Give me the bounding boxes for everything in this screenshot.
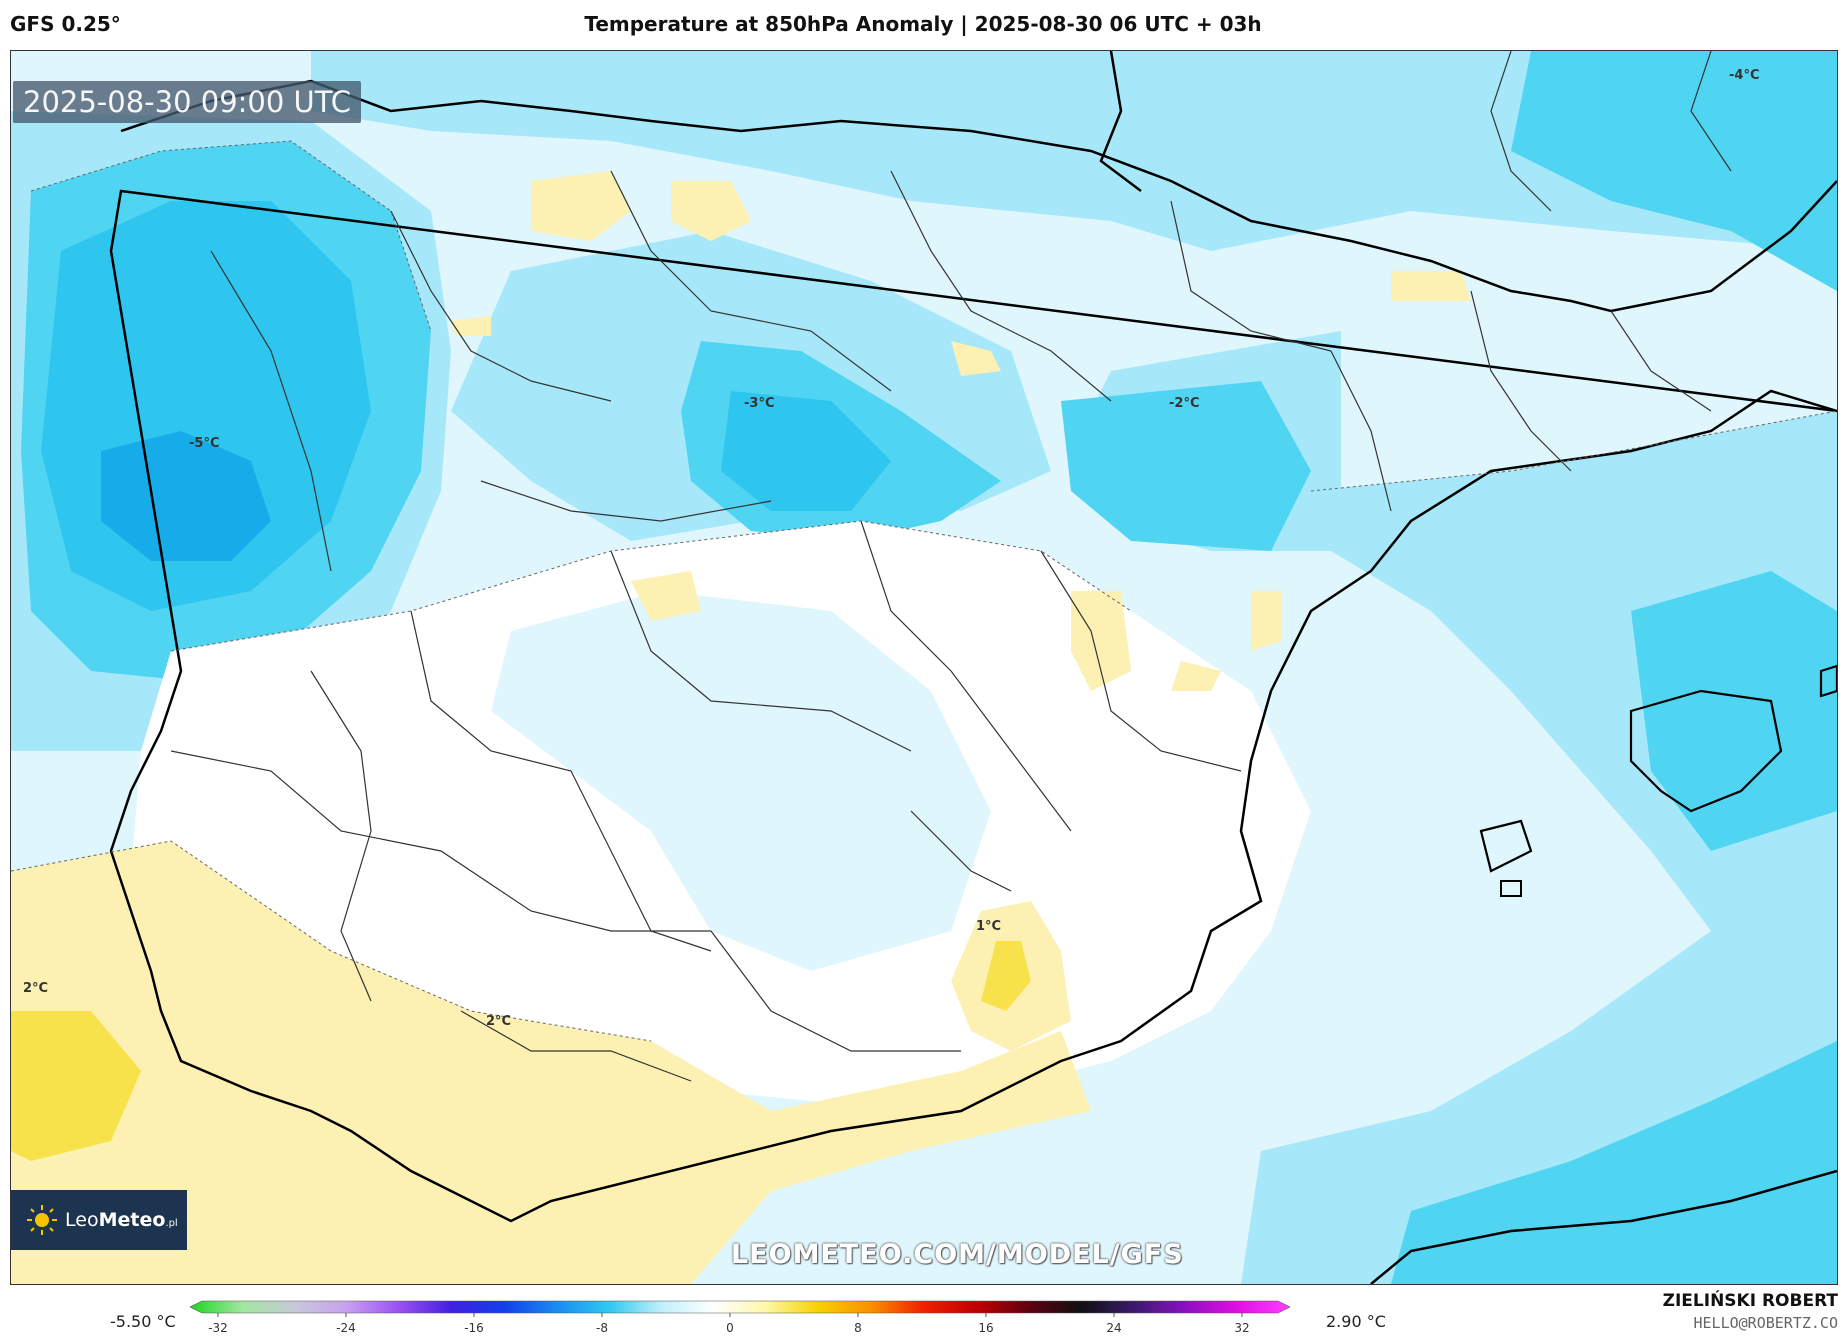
contour-label: -5°C [189, 436, 220, 451]
mid-blue-sea-south [1391, 1041, 1837, 1284]
island-ibiza [1479, 819, 1533, 873]
deepest-blue [101, 431, 271, 561]
yellow-southwest-strong [11, 1011, 141, 1161]
yellow-centre-3 [1251, 591, 1281, 651]
yellow-north-3 [451, 316, 491, 336]
map-panel[interactable]: 2025-08-30 09:00 UTC -5°C -3°C -2°C -4°C… [10, 50, 1838, 1285]
valid-time-label: 2025-08-30 09:00 UTC [13, 81, 362, 123]
sun-icon [27, 1205, 57, 1235]
contour-label: -2°C [1169, 396, 1200, 411]
anomaly-map[interactable] [11, 51, 1837, 1284]
yellow-north-1 [531, 171, 631, 241]
colorbar-max-label: 2.90 °C [1326, 1312, 1386, 1331]
colorbar-tick-label: -16 [464, 1321, 484, 1335]
island-mallorca [1629, 689, 1783, 813]
colorbar-tick-label: 32 [1234, 1321, 1249, 1335]
colorbar-tick-label: 8 [854, 1321, 862, 1335]
mid-blue-east-sea [1631, 571, 1837, 851]
author-name: ZIELIŃSKI ROBERT [1662, 1291, 1838, 1311]
watermark-url: LEOMETEO.COM/MODEL/GFS [731, 1239, 1184, 1270]
colorbar-tick-label: 24 [1106, 1321, 1121, 1335]
colorbar-tick-label: -32 [208, 1321, 228, 1335]
island-formentera [1500, 880, 1522, 897]
colorbar-bar [190, 1300, 1290, 1314]
model-name: GFS 0.25° [10, 12, 121, 36]
yellow-ne [1391, 271, 1471, 301]
contour-label: 2°C [23, 981, 49, 996]
yellow-north-2 [671, 181, 751, 241]
yellow-murcia-strong [981, 941, 1031, 1011]
coastline-iberia [109, 79, 1837, 1223]
colorbar-tick-label: 0 [726, 1321, 734, 1335]
mid-blue-northeast [1511, 51, 1837, 291]
coastline-france [1099, 51, 1142, 192]
deep-blue-centre [721, 391, 891, 511]
contour-label: -4°C [1729, 68, 1760, 83]
colorbar-min-label: -5.50 °C [110, 1312, 176, 1331]
mid-blue-ne [1061, 381, 1311, 551]
contour-label: -3°C [744, 396, 775, 411]
contour-lines [11, 140, 1837, 1042]
coastline-africa [1370, 1169, 1837, 1284]
pale-blue-interior [491, 591, 991, 971]
yellow-ebro [1171, 661, 1221, 691]
contour-label: 2°C [486, 1014, 512, 1029]
yellow-south [11, 841, 1091, 1284]
colorbar-tick-label: 16 [978, 1321, 993, 1335]
light-blue-north [311, 51, 1837, 251]
yellow-centre-1 [631, 571, 701, 621]
contour-label: 1°C [976, 919, 1002, 934]
colorbar: -32 -24 -16 -8 0 8 16 24 32 [190, 1300, 1290, 1335]
yellow-navarra [951, 341, 1001, 376]
logo-text: LeoMeteo.pl [65, 1209, 178, 1231]
colorbar-tick-label: -24 [336, 1321, 356, 1335]
chart-title: Temperature at 850hPa Anomaly | 2025-08-… [584, 12, 1262, 36]
island-menorca [1819, 664, 1837, 698]
colorbar-tick-label: -8 [596, 1321, 608, 1335]
yellow-centre-2 [1071, 591, 1131, 691]
author-email[interactable]: HELLO@ROBERTZ.CO [1693, 1314, 1839, 1332]
province-borders [170, 51, 1732, 1082]
leometeo-logo[interactable]: LeoMeteo.pl [11, 1190, 187, 1250]
colorbar-ticks: -32 -24 -16 -8 0 8 16 24 32 [208, 1313, 1250, 1335]
